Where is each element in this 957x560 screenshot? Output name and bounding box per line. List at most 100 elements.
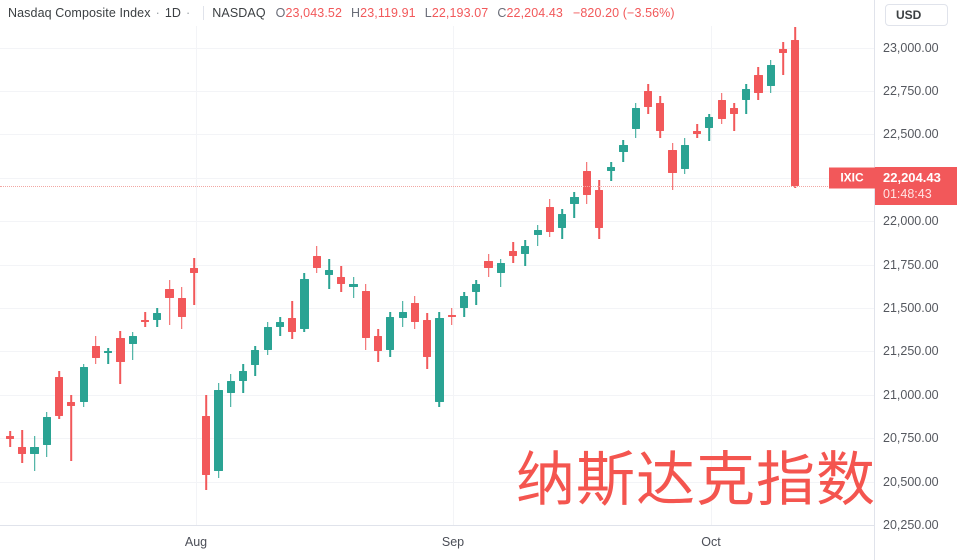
candlestick [214,26,223,525]
candlestick [472,26,481,525]
candle-body [729,108,739,114]
candle-body [680,144,689,170]
candlestick [165,26,174,525]
ohlc-value: 23,119.91 [360,6,416,20]
last-price-badge[interactable]: 22,204.43 01:48:43 [875,166,957,205]
candle-body [570,196,579,204]
price-tick-label: 21,000.00 [883,387,939,402]
candlestick [54,26,64,525]
ohlc-value: 22,204.43 [506,6,563,20]
price-tick-label: 22,500.00 [883,127,939,142]
candlestick [496,26,505,525]
candle-wick [9,431,11,447]
gridline-horizontal [0,481,874,483]
candlestick [386,26,395,525]
candle-body [508,250,518,256]
price-tick-label: 21,500.00 [883,301,939,316]
candle-body [361,290,370,338]
interval-label[interactable]: 1D [164,6,182,20]
candle-body [742,89,751,100]
candle-body [177,297,186,317]
candlestick [374,26,383,525]
candle-body [668,150,677,173]
candlestick [778,26,788,525]
candlestick [42,26,51,525]
candlestick [30,26,39,525]
candlestick [349,26,358,525]
ticker-tag-badge: IXIC [829,167,875,189]
gridline-horizontal [0,308,874,310]
candlestick [508,26,518,525]
candle-wick [21,429,24,463]
gridline-horizontal [0,264,874,266]
candle-wick [610,162,613,182]
candle-wick [70,394,73,461]
candle-body [116,337,125,362]
candlestick [275,26,285,525]
exchange-label: NASDAQ [212,6,266,20]
gridline-horizontal [0,177,874,179]
candle-wick [131,332,134,361]
candle-body [619,144,628,152]
candlestick [705,26,714,525]
symbol-name[interactable]: Nasdaq Composite Index [8,6,151,20]
chart-plot-area[interactable]: 纳斯达克指数 [0,26,874,525]
legend-separator-1: · [155,6,160,20]
candle-wick [782,42,784,76]
time-tick-label: Oct [701,535,721,549]
candle-wick [107,347,109,364]
ohlc-key: O [275,6,286,20]
price-axis[interactable]: USD 23,000.0022,750.0022,500.0022,250.00… [829,0,957,560]
candle-body [496,262,505,274]
candle-body [251,349,260,366]
candle-body [5,436,15,440]
candlestick [668,26,677,525]
gridline-horizontal [0,134,874,136]
candle-wick [168,280,171,326]
ohlc-values: O23,043.52 H23,119.91 L22,193.07 C22,204.43 [276,6,563,20]
candlestick [631,26,640,525]
candle-body [484,261,493,269]
ohlc-h: H23,119.91 [351,6,416,20]
candle-body [778,49,788,53]
candle-body [643,91,653,107]
candlestick [263,26,272,525]
candle-body [214,389,223,472]
candle-body [386,316,395,350]
candle-body [324,269,334,276]
time-axis[interactable]: Aug Sep Oct [0,525,874,560]
candle-body [128,335,137,345]
candle-body [30,446,39,454]
candlestick [521,26,530,525]
candle-body [631,108,640,130]
candle-body [693,131,702,135]
candlestick [533,26,542,525]
candlestick [226,26,235,525]
candle-body [288,318,297,333]
candle-body [67,401,76,407]
candlestick [435,26,444,525]
candle-body [410,302,419,322]
gridline-vertical [196,26,197,525]
candlestick [729,26,739,525]
candlestick [239,26,248,525]
candlestick [104,26,113,525]
candlestick [189,26,199,525]
price-tick-label: 23,000.00 [883,40,939,55]
currency-button[interactable]: USD [885,4,948,26]
candlestick [680,26,689,525]
candle-body [558,214,567,229]
gridline-horizontal [0,47,874,49]
change-value: −820.20 (−3.56%) [572,6,675,20]
candlestick [656,26,665,525]
candle-wick [193,257,195,305]
chart-legend: Nasdaq Composite Index · 1D · NASDAQ O23… [0,0,675,26]
candle-body [435,318,444,402]
candlestick [607,26,616,525]
candle-body [533,229,542,236]
candle-body [239,370,248,381]
candlestick [594,26,604,525]
price-tick-label: 20,500.00 [883,474,939,489]
candlestick [766,26,775,525]
candle-wick [499,259,502,288]
